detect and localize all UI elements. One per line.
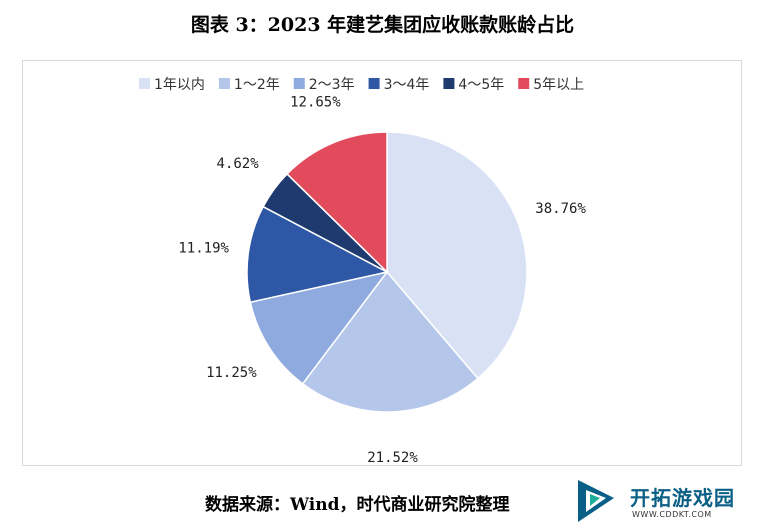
watermark-url: WWW.CDDKT.COM	[632, 510, 712, 519]
legend-swatch	[518, 78, 530, 89]
pie-chart: 1年以内 1～2年 2～3年 3～4年 4～5年 5年以上 38.76% 21.52% 11.…	[139, 77, 586, 466]
legend-swatch	[293, 78, 305, 89]
data-label: 21.52%	[367, 450, 418, 466]
pie-slice	[249, 270, 389, 385]
pie-slice	[246, 205, 390, 304]
watermark-name: 开拓游戏园	[630, 486, 735, 510]
watermark-logo-icon	[578, 480, 614, 522]
legend-swatch	[218, 78, 230, 89]
legend-label: 1～2年	[234, 77, 280, 93]
pie-slice	[301, 270, 479, 413]
data-source-note: 数据来源：Wind，时代商业研究院整理	[205, 495, 510, 515]
data-label: 38.76%	[535, 201, 586, 217]
data-labels: 38.76% 21.52% 11.25% 11.19% 4.62% 12.65%	[178, 94, 586, 465]
legend-swatch	[443, 78, 455, 89]
data-label: 12.65%	[290, 94, 341, 110]
pie-slice	[286, 131, 388, 274]
legend-swatch	[139, 78, 150, 89]
legend-label: 3～4年	[384, 77, 430, 93]
data-label: 4.62%	[217, 156, 260, 172]
legend-swatch	[368, 78, 380, 89]
legend-label: 2～3年	[309, 77, 355, 93]
data-label: 11.25%	[206, 365, 257, 381]
legend-label: 4～5年	[458, 77, 504, 93]
legend-label: 5年以上	[533, 77, 584, 93]
legend-label: 1年以内	[154, 77, 205, 93]
chart-area: 1年以内 1～2年 2～3年 3～4年 4～5年 5年以上 38.76% 21.52% 11.…	[22, 60, 742, 466]
chart-legend: 1年以内 1～2年 2～3年 3～4年 4～5年 5年以上	[139, 77, 584, 93]
watermark: 开拓游戏园 WWW.CDDKT.COM	[570, 476, 765, 528]
pie-slices	[246, 131, 528, 413]
data-label: 11.19%	[178, 240, 229, 256]
pie-slice	[386, 131, 528, 380]
chart-title: 图表 3：2023 年建艺集团应收账款账龄占比	[190, 14, 575, 36]
